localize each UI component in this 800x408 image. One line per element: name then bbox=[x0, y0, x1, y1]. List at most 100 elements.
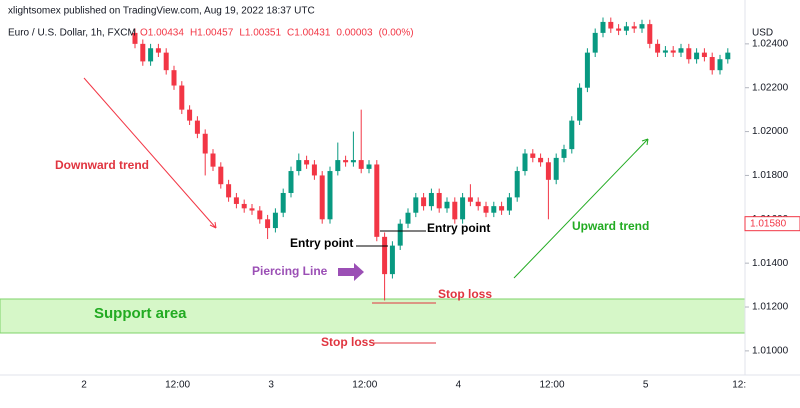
y-tick-label: 1.01000 bbox=[752, 346, 789, 357]
candle-body bbox=[686, 48, 692, 60]
candle-body bbox=[467, 197, 473, 202]
candle-body bbox=[288, 171, 294, 193]
candle-body bbox=[272, 212, 278, 229]
publisher: xlightsomex published on TradingView.com… bbox=[8, 6, 315, 17]
ohlc-value: C1.00431 bbox=[287, 28, 331, 39]
candle-body bbox=[218, 166, 224, 185]
candle-body bbox=[140, 43, 146, 62]
candle-body bbox=[210, 153, 216, 167]
support-band bbox=[0, 298, 746, 334]
support-label: Support area bbox=[94, 305, 187, 322]
candle-body bbox=[311, 164, 317, 176]
candle-body bbox=[616, 28, 622, 31]
x-tick-label: 4 bbox=[456, 380, 462, 391]
candle-body bbox=[257, 210, 263, 220]
candle-body bbox=[639, 24, 645, 29]
candle-body bbox=[538, 157, 544, 163]
candle-body bbox=[491, 206, 497, 213]
candle-body bbox=[155, 48, 161, 53]
up-arrow bbox=[513, 138, 649, 279]
candle-body bbox=[241, 203, 247, 209]
candle-body bbox=[506, 197, 512, 211]
candle-body bbox=[584, 52, 590, 88]
x-tick-label: 12: bbox=[732, 380, 746, 391]
x-tick-label: 3 bbox=[268, 380, 274, 391]
candle-body bbox=[647, 24, 653, 44]
candle-body bbox=[202, 133, 208, 154]
candle-body bbox=[350, 160, 356, 163]
candle-body bbox=[405, 212, 411, 224]
candle-body bbox=[678, 48, 684, 53]
candle-body bbox=[233, 197, 239, 204]
currency: USD bbox=[752, 28, 773, 39]
down-arrow bbox=[83, 77, 217, 229]
candle-body bbox=[436, 192, 442, 209]
y-tick-label: 1.01400 bbox=[752, 258, 789, 269]
candle-body bbox=[600, 21, 606, 33]
ohlc-value: H1.00457 bbox=[190, 28, 234, 39]
candle-body bbox=[592, 32, 598, 53]
piercing-label: Piercing Line bbox=[252, 264, 328, 278]
price-tag bbox=[744, 216, 800, 232]
candle-body bbox=[553, 157, 559, 180]
candle-body bbox=[249, 208, 255, 211]
candle-body bbox=[366, 164, 372, 169]
down-arrow-head bbox=[209, 221, 217, 229]
candle-body bbox=[655, 43, 661, 53]
candle-body bbox=[608, 21, 614, 29]
x-tick-label: 12:00 bbox=[352, 380, 377, 391]
ohlc-value: O1.00434 bbox=[140, 28, 184, 39]
stop-loss-label: Stop loss bbox=[321, 335, 375, 349]
candle-body bbox=[631, 26, 637, 29]
candle-body bbox=[701, 52, 707, 58]
candle-body bbox=[389, 245, 395, 275]
x-tick-label: 12:00 bbox=[165, 380, 190, 391]
ohlc-value: (0.00%) bbox=[379, 28, 414, 39]
y-tick-label: 1.02400 bbox=[752, 39, 789, 50]
candle-body bbox=[132, 32, 138, 44]
candle-body bbox=[319, 175, 325, 220]
candle-body bbox=[335, 160, 341, 172]
candle-body bbox=[717, 59, 723, 71]
candle-body bbox=[561, 149, 567, 158]
candle-body bbox=[460, 197, 466, 220]
candle-body bbox=[569, 120, 575, 150]
candle-body bbox=[179, 85, 185, 110]
ohlc-value: 0.00003 bbox=[336, 28, 373, 39]
candle-body bbox=[694, 52, 700, 60]
candle-body bbox=[358, 160, 364, 169]
ohlc-value: L1.00351 bbox=[239, 28, 281, 39]
entry-label: Entry point bbox=[427, 221, 490, 235]
x-tick-label: 2 bbox=[81, 380, 87, 391]
candle-body bbox=[623, 26, 629, 31]
candle-body bbox=[163, 52, 169, 71]
x-tick-label: 12:00 bbox=[539, 380, 564, 391]
downward-label: Downward trend bbox=[55, 158, 149, 172]
candle-body bbox=[194, 120, 200, 134]
candle-body bbox=[499, 206, 505, 211]
candle-body bbox=[413, 197, 419, 213]
candle-body bbox=[670, 50, 676, 53]
candle-body bbox=[709, 57, 715, 71]
y-tick-label: 1.02000 bbox=[752, 126, 789, 137]
candle-body bbox=[452, 201, 458, 220]
candle-body bbox=[475, 201, 481, 207]
candle-body bbox=[374, 164, 380, 237]
candle-body bbox=[577, 87, 583, 121]
candle-body bbox=[304, 160, 310, 165]
piercing-arrow bbox=[338, 263, 364, 281]
up-arrow-head bbox=[641, 138, 649, 146]
stop-loss-label: Stop loss bbox=[438, 287, 492, 301]
entry-label: Entry point bbox=[290, 236, 353, 250]
upward-label: Upward trend bbox=[572, 219, 649, 233]
candle-body bbox=[343, 160, 349, 163]
candle-body bbox=[514, 171, 520, 198]
y-tick-label: 1.01200 bbox=[752, 302, 789, 313]
y-tick-label: 1.02200 bbox=[752, 82, 789, 93]
candle-body bbox=[171, 70, 177, 86]
candle-body bbox=[265, 219, 271, 229]
candle-body bbox=[382, 236, 388, 275]
candle-body bbox=[187, 109, 193, 121]
